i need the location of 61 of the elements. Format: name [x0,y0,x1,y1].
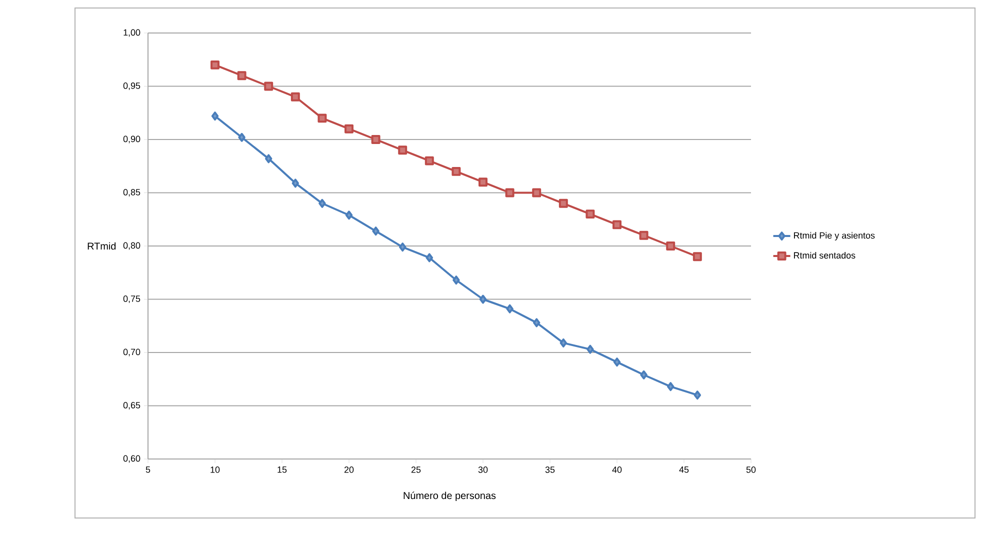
y-tick-label: 1,00 [124,29,140,37]
point [264,82,274,91]
x-tick-label: 20 [344,466,354,473]
point [532,188,542,198]
x-tick-label: 45 [679,466,689,473]
point [612,220,622,230]
point [560,338,568,348]
point [666,382,674,392]
point [426,253,434,262]
point [211,112,219,121]
y-tick-label: 0,60 [123,455,140,463]
x-tick-label: 50 [746,466,756,473]
point [558,198,568,208]
point [506,304,514,314]
point [292,178,300,188]
x-tick-label: 30 [478,466,488,473]
point [694,390,702,400]
point [318,198,326,208]
legend-label: Rtmid Pie y asientos [794,232,875,240]
point [478,178,488,187]
point [613,358,621,367]
y-tick-label: 0,95 [123,82,140,90]
point [318,114,327,123]
point [586,344,594,354]
point [398,146,408,155]
point [452,166,461,176]
point [264,154,272,164]
point [345,210,353,220]
point [344,124,354,134]
y-tick-label: 0,85 [123,189,140,196]
x-tick-label: 5 [146,466,150,473]
point [692,252,702,262]
y-axis-title: RTmid [88,242,116,250]
point [424,156,434,166]
point [237,71,246,80]
x-tick-label: 40 [612,466,622,473]
point [290,92,300,102]
y-tick-label: 0,75 [123,296,140,303]
x-tick-label: 10 [210,466,220,473]
point [371,135,380,144]
point [532,318,540,328]
point [505,188,514,198]
y-tick-label: 0,65 [123,402,140,410]
y-tick-label: 0,80 [123,242,140,250]
point [666,242,676,250]
point [372,226,380,236]
x-axis-title: Número de personas [404,492,496,502]
y-tick-label: 0,70 [123,348,140,356]
point [398,242,406,252]
y-tick-label: 0,90 [123,136,140,144]
point [238,132,246,142]
x-tick-label: 35 [545,466,555,473]
legend-label: Rtmid sentados [794,252,856,259]
point [640,370,648,380]
point [639,230,648,240]
point [452,276,460,285]
x-tick-label: 15 [278,466,287,473]
point [586,210,595,219]
x-tick-label: 25 [411,466,421,473]
point [210,60,220,70]
point [479,294,487,304]
